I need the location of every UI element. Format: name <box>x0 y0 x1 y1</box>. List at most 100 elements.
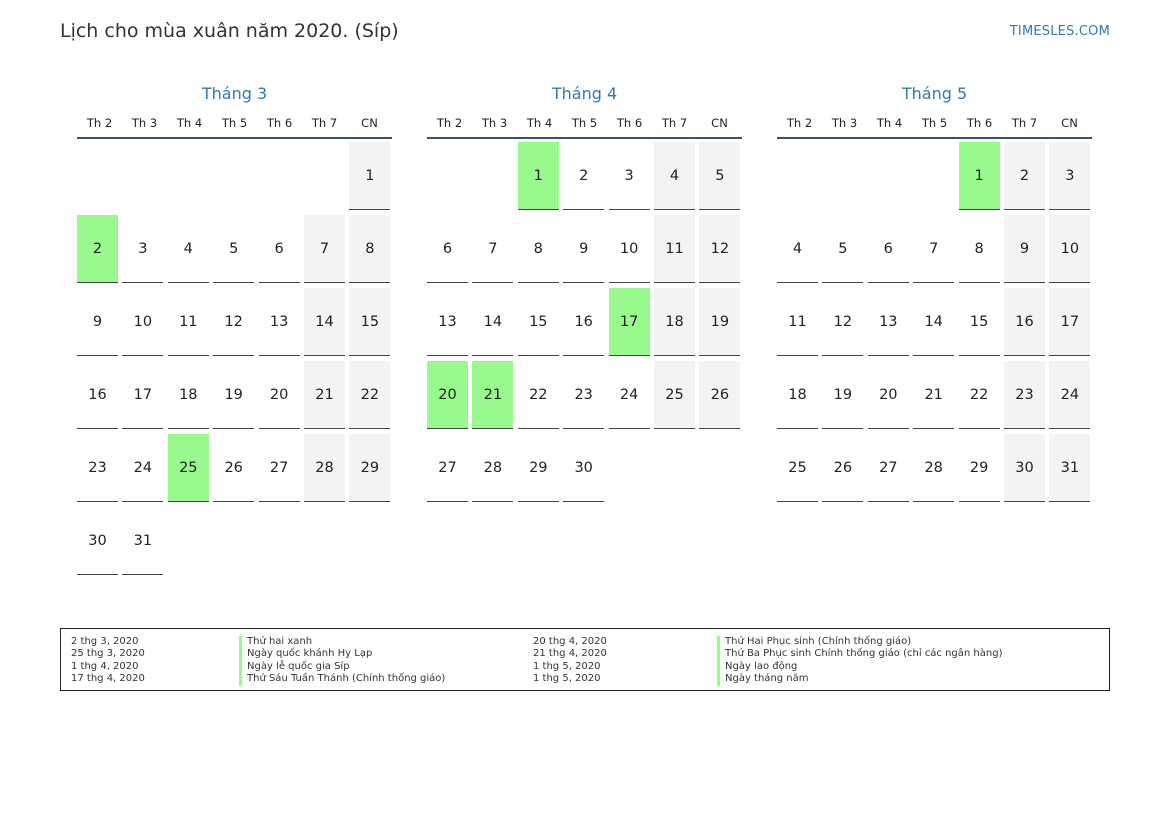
day-cell[interactable]: 14 <box>304 288 345 356</box>
day-cell[interactable]: 18 <box>777 361 818 429</box>
day-cell[interactable]: 26 <box>213 434 255 502</box>
day-cell[interactable]: 30 <box>1004 434 1045 502</box>
day-cell-holiday[interactable]: 21 <box>472 361 514 429</box>
day-cell[interactable]: 15 <box>958 288 1000 356</box>
day-cell[interactable]: 17 <box>122 361 164 429</box>
day-cell[interactable]: 16 <box>77 361 118 429</box>
day-cell[interactable]: 30 <box>563 434 605 502</box>
day-cell[interactable]: 29 <box>958 434 1000 502</box>
day-cell[interactable]: 26 <box>822 434 864 502</box>
day-cell[interactable]: 1 <box>349 142 391 210</box>
day-cell[interactable]: 15 <box>349 288 391 356</box>
day-cell[interactable]: 27 <box>258 434 300 502</box>
day-cell[interactable]: 21 <box>304 361 345 429</box>
day-cell[interactable]: 3 <box>122 215 164 283</box>
day-cell[interactable]: 14 <box>913 288 955 356</box>
day-cell[interactable]: 6 <box>867 215 909 283</box>
day-cell[interactable]: 10 <box>1049 215 1091 283</box>
day-cell[interactable]: 28 <box>472 434 514 502</box>
day-cell[interactable]: 3 <box>608 142 650 210</box>
legend-holiday-name: Ngày lao động <box>717 660 1002 674</box>
day-cell[interactable]: 22 <box>517 361 559 429</box>
day-cell[interactable]: 24 <box>608 361 650 429</box>
day-cell[interactable]: 7 <box>472 215 514 283</box>
day-cell[interactable]: 13 <box>867 288 909 356</box>
day-cell[interactable]: 9 <box>1004 215 1045 283</box>
day-cell[interactable]: 9 <box>77 288 118 356</box>
day-cell[interactable]: 19 <box>213 361 255 429</box>
day-cell[interactable]: 10 <box>122 288 164 356</box>
day-cell[interactable]: 18 <box>167 361 209 429</box>
day-cell[interactable]: 8 <box>349 215 391 283</box>
day-cell[interactable]: 14 <box>472 288 514 356</box>
day-cell-holiday[interactable]: 17 <box>608 288 650 356</box>
day-cell[interactable]: 4 <box>167 215 209 283</box>
day-cell[interactable]: 23 <box>77 434 118 502</box>
day-cell-holiday[interactable]: 25 <box>167 434 209 502</box>
day-cell[interactable]: 19 <box>822 361 864 429</box>
day-cell[interactable]: 24 <box>1049 361 1091 429</box>
day-cell[interactable]: 27 <box>427 434 468 502</box>
day-cell[interactable]: 11 <box>654 215 695 283</box>
day-cell[interactable]: 3 <box>1049 142 1091 210</box>
day-cell[interactable]: 15 <box>517 288 559 356</box>
day-cell[interactable]: 9 <box>563 215 605 283</box>
day-cell[interactable]: 17 <box>1049 288 1091 356</box>
day-cell[interactable]: 11 <box>777 288 818 356</box>
day-cell[interactable]: 12 <box>699 215 741 283</box>
legend-holiday-name: Thứ Ba Phục sinh Chính thống giáo (chỉ c… <box>717 648 1002 661</box>
weekday-label: CN <box>1061 116 1078 130</box>
day-cell[interactable]: 5 <box>699 142 741 210</box>
holiday-legend: 2 thg 3, 2020 25 thg 3, 2020 1 thg 4, 2020… <box>60 628 1110 691</box>
day-cell[interactable]: 27 <box>867 434 909 502</box>
day-cell[interactable]: 7 <box>304 215 345 283</box>
day-cell[interactable]: 4 <box>777 215 818 283</box>
day-cell[interactable]: 20 <box>258 361 300 429</box>
weekday-header: Th 2 Th 3 Th 4 Th 5 Th 6 Th 7 CN <box>427 115 742 139</box>
day-cell[interactable]: 2 <box>563 142 605 210</box>
day-cell-holiday[interactable]: 1 <box>517 142 559 210</box>
day-cell[interactable]: 28 <box>913 434 955 502</box>
day-cell[interactable]: 6 <box>427 215 468 283</box>
day-cell[interactable]: 11 <box>167 288 209 356</box>
legend-holiday-name: Ngày lễ quốc gia Síp <box>239 660 445 674</box>
site-link[interactable]: TIMESLES.COM <box>1009 24 1110 39</box>
day-cell[interactable]: 20 <box>867 361 909 429</box>
day-cell[interactable]: 13 <box>258 288 300 356</box>
day-cell[interactable]: 12 <box>822 288 864 356</box>
day-cell[interactable]: 19 <box>699 288 741 356</box>
day-cell[interactable]: 13 <box>427 288 468 356</box>
day-cell[interactable]: 18 <box>654 288 695 356</box>
day-cell[interactable]: 29 <box>349 434 391 502</box>
day-cell[interactable]: 12 <box>213 288 255 356</box>
day-cell[interactable]: 16 <box>563 288 605 356</box>
day-cell[interactable]: 5 <box>822 215 864 283</box>
day-cell-holiday[interactable]: 1 <box>958 142 1000 210</box>
day-cell[interactable]: 25 <box>654 361 695 429</box>
day-cell[interactable]: 8 <box>517 215 559 283</box>
day-cell[interactable]: 22 <box>349 361 391 429</box>
day-cell[interactable]: 31 <box>122 507 164 575</box>
day-cell[interactable]: 25 <box>777 434 818 502</box>
day-cell[interactable]: 8 <box>958 215 1000 283</box>
day-cell[interactable]: 10 <box>608 215 650 283</box>
day-cell[interactable]: 6 <box>258 215 300 283</box>
weekday-label: Th 5 <box>921 116 948 130</box>
day-cell-holiday[interactable]: 2 <box>77 215 118 283</box>
day-cell[interactable]: 4 <box>654 142 695 210</box>
day-cell[interactable]: 5 <box>213 215 255 283</box>
day-cell[interactable]: 24 <box>122 434 164 502</box>
day-cell[interactable]: 26 <box>699 361 741 429</box>
day-cell[interactable]: 2 <box>1004 142 1045 210</box>
day-cell[interactable]: 23 <box>1004 361 1045 429</box>
day-cell[interactable]: 28 <box>304 434 345 502</box>
day-cell[interactable]: 22 <box>958 361 1000 429</box>
day-cell[interactable]: 31 <box>1049 434 1091 502</box>
day-cell[interactable]: 30 <box>77 507 118 575</box>
day-cell[interactable]: 29 <box>517 434 559 502</box>
day-cell[interactable]: 23 <box>563 361 605 429</box>
day-cell[interactable]: 16 <box>1004 288 1045 356</box>
day-cell[interactable]: 7 <box>913 215 955 283</box>
day-cell-holiday[interactable]: 20 <box>427 361 468 429</box>
day-cell[interactable]: 21 <box>913 361 955 429</box>
